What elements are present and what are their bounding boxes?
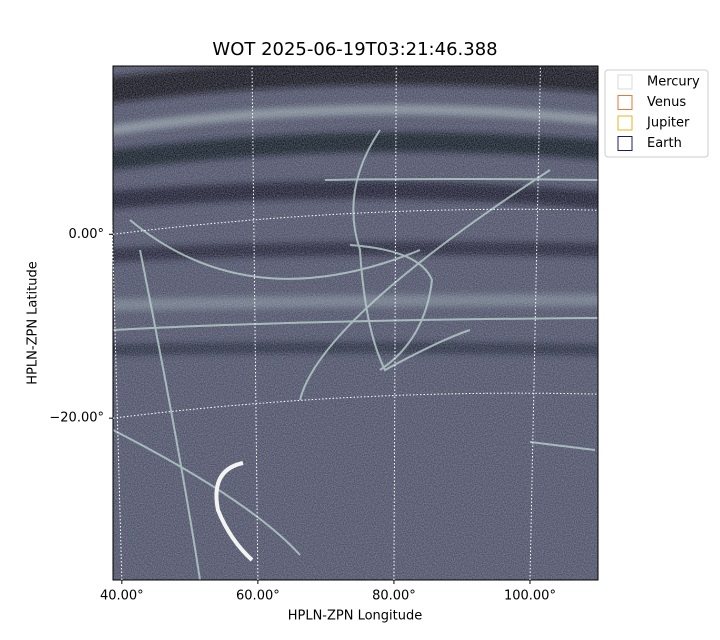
legend-marker — [617, 115, 633, 131]
legend-label: Earth — [647, 136, 682, 151]
y-axis-label: HPLN-ZPN Latitude — [26, 261, 41, 384]
image — [113, 66, 598, 580]
legend-label: Venus — [647, 95, 686, 110]
grid-line — [112, 208, 599, 235]
legend-label: Mercury — [647, 75, 700, 90]
legend-marker — [617, 136, 633, 151]
legend-marker — [617, 74, 633, 90]
legend-label: Jupiter — [646, 116, 690, 131]
y-tick-label: −20.00° — [49, 411, 104, 426]
x-tick-label: 80.00° — [372, 589, 416, 604]
x-tick-label: 100.00° — [504, 589, 556, 604]
grid-line — [393, 65, 397, 581]
x-tick-label: 60.00° — [236, 589, 280, 604]
x-tick-label: 40.00° — [100, 589, 144, 604]
plot-frame — [112, 65, 599, 581]
grid-line — [107, 65, 123, 581]
grid-line — [251, 65, 259, 581]
x-axis-label: HPLN-ZPN Longitude — [288, 609, 423, 624]
chart-title: WOT 2025-06-19T03:21:46.388 — [212, 39, 497, 60]
y-tick-label: 0.00° — [69, 227, 104, 242]
legend-marker — [617, 95, 633, 110]
legend — [604, 69, 709, 158]
grid-line — [112, 392, 599, 419]
grid-line — [529, 65, 541, 581]
